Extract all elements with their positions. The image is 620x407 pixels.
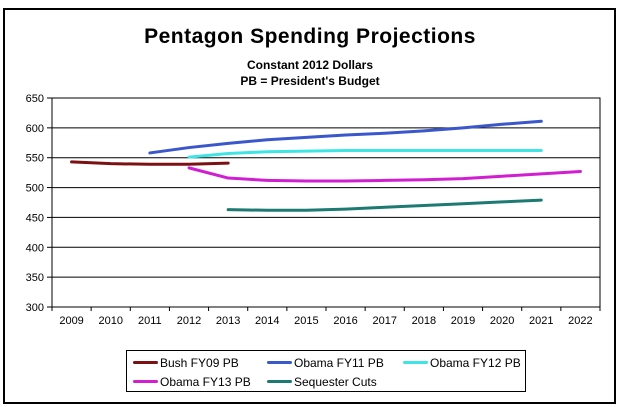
legend-item-obama-fy13-pb: Obama FY13 PB xyxy=(133,375,267,389)
y-axis-label: 600 xyxy=(26,123,44,135)
legend-swatch-bush-fy09-pb xyxy=(133,361,158,364)
x-axis-label: 2015 xyxy=(294,315,318,327)
y-axis-label: 400 xyxy=(26,242,44,254)
x-axis-label: 2012 xyxy=(177,315,201,327)
y-axis-label: 650 xyxy=(26,93,44,105)
legend-item-sequester-cuts: Sequester Cuts xyxy=(267,375,403,389)
x-axis-label: 2022 xyxy=(568,315,592,327)
legend-swatch-obama-fy11-pb xyxy=(267,361,292,364)
legend-label: Sequester Cuts xyxy=(294,374,377,389)
legend-label: Bush FY09 PB xyxy=(160,355,239,370)
legend-item-obama-fy12-pb: Obama FY12 PB xyxy=(403,356,525,370)
x-axis-label: 2019 xyxy=(451,315,475,327)
legend-swatch-obama-fy12-pb xyxy=(403,361,428,364)
legend-label: Obama FY11 PB xyxy=(294,355,384,370)
legend-swatch-obama-fy13-pb xyxy=(133,380,158,383)
x-axis-label: 2009 xyxy=(59,315,83,327)
legend: Bush FY09 PB Obama FY11 PB Obama FY12 PB Ob… xyxy=(126,350,526,392)
x-axis-label: 2018 xyxy=(412,315,436,327)
legend-label: Obama FY12 PB xyxy=(430,355,521,370)
legend-item-bush-fy09-pb: Bush FY09 PB xyxy=(133,356,267,370)
series-line-bush-fy09-pb xyxy=(70,160,230,166)
legend-swatch-sequester-cuts xyxy=(267,380,292,383)
legend-item-obama-fy11-pb: Obama FY11 PB xyxy=(267,356,403,370)
series-line-obama-fy11-pb xyxy=(148,119,543,155)
x-axis-label: 2020 xyxy=(490,315,514,327)
chart-subtitle-line2: PB = President's Budget xyxy=(240,74,380,88)
x-axis-label: 2011 xyxy=(138,315,162,327)
series-line-obama-fy13-pb xyxy=(187,166,582,183)
x-axis-label: 2016 xyxy=(333,315,357,327)
y-axis-label: 500 xyxy=(26,183,44,195)
chart-subtitle-line1: Constant 2012 Dollars xyxy=(246,58,374,72)
y-axis-label: 300 xyxy=(26,302,44,314)
y-axis-label: 350 xyxy=(26,272,44,284)
x-axis-label: 2017 xyxy=(372,315,396,327)
y-axis-label: 550 xyxy=(26,153,44,165)
chart-title: Pentagon Spending Projections xyxy=(144,25,476,48)
x-axis-label: 2014 xyxy=(255,315,279,327)
legend-label: Obama FY13 PB xyxy=(160,374,251,389)
x-axis-label: 2021 xyxy=(529,315,553,327)
series-line-sequester-cuts xyxy=(226,198,543,212)
series-line-obama-fy12-pb xyxy=(187,149,543,159)
plot-border xyxy=(51,97,601,308)
x-axis-label: 2013 xyxy=(216,315,240,327)
chart-frame xyxy=(3,8,616,404)
x-axis-label: 2010 xyxy=(98,315,122,327)
y-axis-label: 450 xyxy=(26,212,44,224)
